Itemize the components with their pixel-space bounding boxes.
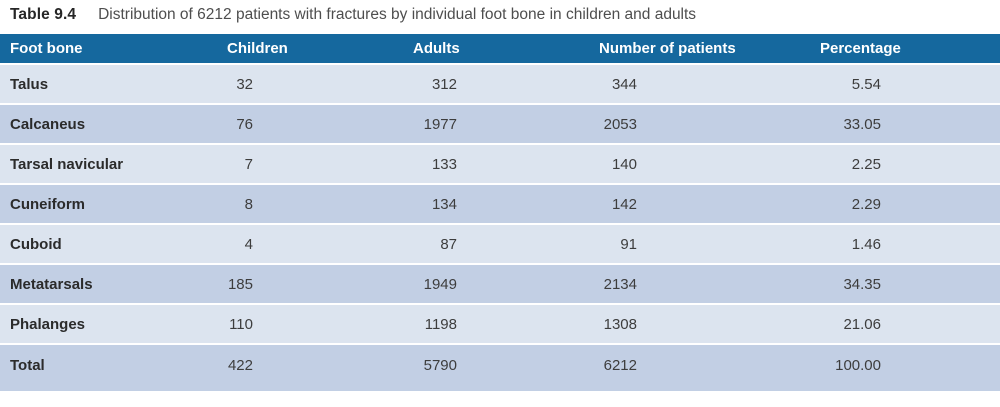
cell-percentage: 33.05 (805, 105, 1000, 145)
cell-percentage: 21.06 (805, 305, 1000, 345)
column-header-adults: Adults (400, 34, 590, 65)
cell-adults: 312 (400, 65, 590, 105)
cell-number-of-patients: 2134 (590, 265, 805, 305)
table-row: Calcaneus 76 1977 2053 33.05 (0, 105, 1000, 145)
cell-foot-bone: Talus (0, 65, 215, 105)
cell-foot-bone: Tarsal navicular (0, 145, 215, 185)
table-row: Tarsal navicular 7 133 140 2.25 (0, 145, 1000, 185)
cell-children: 32 (215, 65, 400, 105)
cell-foot-bone: Phalanges (0, 305, 215, 345)
table-row: Metatarsals 185 1949 2134 34.35 (0, 265, 1000, 305)
cell-percentage: 100.00 (805, 345, 1000, 391)
column-header-children: Children (215, 34, 400, 65)
cell-number-of-patients: 91 (590, 225, 805, 265)
column-header-number-of-patients: Number of patients (590, 34, 805, 65)
cell-number-of-patients: 140 (590, 145, 805, 185)
cell-adults: 133 (400, 145, 590, 185)
table-row: Talus 32 312 344 5.54 (0, 65, 1000, 105)
cell-children: 76 (215, 105, 400, 145)
cell-adults: 87 (400, 225, 590, 265)
table-row: Cuboid 4 87 91 1.46 (0, 225, 1000, 265)
cell-children: 110 (215, 305, 400, 345)
cell-foot-bone: Cuboid (0, 225, 215, 265)
table-number-label: Table 9.4 (10, 6, 77, 23)
fracture-distribution-table: Foot bone Children Adults Number of pati… (0, 34, 1000, 391)
cell-number-of-patients: 1308 (590, 305, 805, 345)
cell-percentage: 5.54 (805, 65, 1000, 105)
cell-number-of-patients: 2053 (590, 105, 805, 145)
cell-children: 185 (215, 265, 400, 305)
cell-adults: 1949 (400, 265, 590, 305)
table-caption-text: Distribution of 6212 patients with fract… (98, 6, 697, 23)
column-header-percentage: Percentage (805, 34, 1000, 65)
table-row: Phalanges 110 1198 1308 21.06 (0, 305, 1000, 345)
cell-adults: 134 (400, 185, 590, 225)
column-header-foot-bone: Foot bone (0, 34, 215, 65)
cell-adults: 1977 (400, 105, 590, 145)
cell-number-of-patients: 142 (590, 185, 805, 225)
cell-adults: 1198 (400, 305, 590, 345)
cell-children: 4 (215, 225, 400, 265)
cell-percentage: 2.25 (805, 145, 1000, 185)
cell-number-of-patients: 6212 (590, 345, 805, 391)
cell-percentage: 1.46 (805, 225, 1000, 265)
cell-percentage: 34.35 (805, 265, 1000, 305)
table-caption: Table 9.4 Distribution of 6212 patients … (0, 0, 1000, 34)
table-row: Cuneiform 8 134 142 2.29 (0, 185, 1000, 225)
cell-adults: 5790 (400, 345, 590, 391)
cell-foot-bone: Cuneiform (0, 185, 215, 225)
cell-foot-bone: Metatarsals (0, 265, 215, 305)
cell-children: 7 (215, 145, 400, 185)
cell-number-of-patients: 344 (590, 65, 805, 105)
cell-children: 422 (215, 345, 400, 391)
cell-foot-bone: Total (0, 345, 215, 391)
table-row-total: Total 422 5790 6212 100.00 (0, 345, 1000, 391)
cell-children: 8 (215, 185, 400, 225)
cell-percentage: 2.29 (805, 185, 1000, 225)
cell-foot-bone: Calcaneus (0, 105, 215, 145)
table-header-row: Foot bone Children Adults Number of pati… (0, 34, 1000, 65)
